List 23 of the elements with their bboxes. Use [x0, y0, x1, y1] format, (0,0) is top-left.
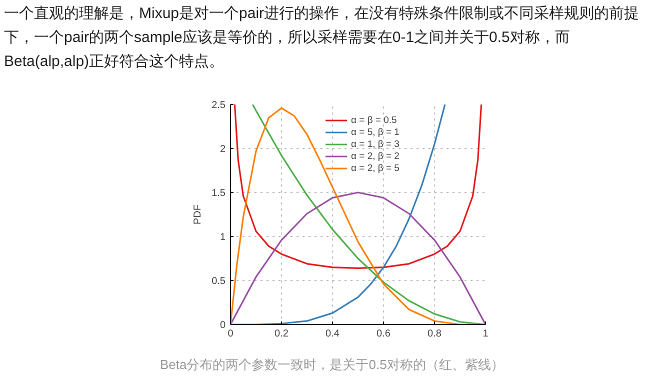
x-tick-label: 0.8 [428, 328, 442, 340]
legend-label: α = β = 0.5 [351, 114, 397, 126]
text: Beta分布的两个参数一致时，是关于0.5对称的（红、紫线） [160, 356, 504, 374]
text: 一个直观的理解是，Mixup是对一个pair进行的操作，在没有特殊条件限制或不同采样规则的前提 [4, 5, 640, 22]
legend-label: α = 2, β = 5 [351, 162, 400, 174]
y-tick-label: 1 [220, 232, 226, 243]
line-series [234, 104, 482, 269]
y-tick-label: 2 [220, 144, 226, 155]
y-tick-label: 0 [220, 320, 226, 331]
x-tick-label: 0.2 [274, 328, 289, 340]
y-tick-label: 0.5 [212, 276, 226, 287]
x-tick-label: 1 [482, 328, 489, 340]
x-tick-label: 0.6 [376, 328, 391, 340]
y-tick-label: 2.5 [212, 100, 226, 111]
text: Beta(alp,alp)正好符合这个特点。 [4, 53, 224, 70]
legend-label: α = 1, β = 3 [351, 138, 400, 150]
x-tick-label: 0 [228, 328, 234, 340]
y-axis-title: PDF [192, 204, 204, 224]
y-tick-label: 1.5 [212, 188, 226, 199]
legend-label: α = 5, β = 1 [351, 126, 400, 138]
x-tick-label: 0.4 [326, 328, 340, 340]
legend-label: α = 2, β = 2 [351, 150, 400, 162]
text: 下，一个pair的两个sample应该是等价的，所以采样需要在0-1之间并关于0.5对称，而 [4, 29, 570, 46]
